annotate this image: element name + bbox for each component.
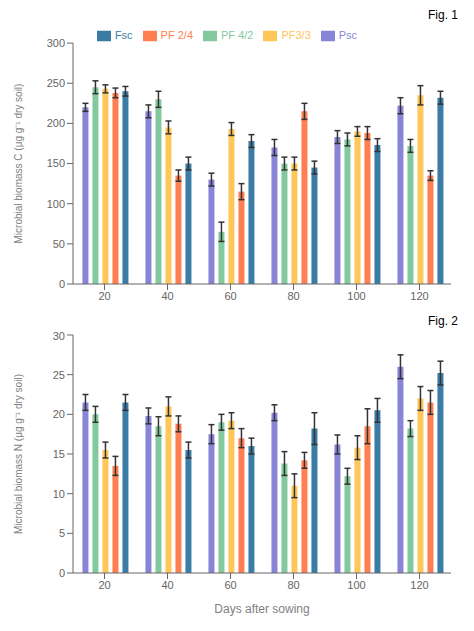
- html-text:Fig. 2: Fig. 2: [428, 314, 458, 328]
- svg-text:60: 60: [224, 290, 236, 302]
- svg-text:50: 50: [53, 238, 65, 250]
- svg-text:300: 300: [47, 37, 65, 49]
- svg-text:100: 100: [347, 579, 365, 591]
- svg-text:0: 0: [59, 567, 65, 579]
- svg-text:100: 100: [347, 290, 365, 302]
- html-text:PF 2/4: PF 2/4: [160, 29, 193, 41]
- svg-text:250: 250: [47, 77, 65, 89]
- svg-text:20: 20: [98, 290, 110, 302]
- html-text:PF 4/2: PF 4/2: [221, 29, 254, 41]
- svg-text:40: 40: [161, 579, 173, 591]
- svg-text:20: 20: [98, 579, 110, 591]
- html-text:Fig. 1: Fig. 1: [428, 8, 458, 22]
- svg-text:60: 60: [224, 579, 236, 591]
- html-text:PF3/3: PF3/3: [281, 29, 311, 41]
- svg-text:200: 200: [47, 117, 65, 129]
- svg-text:30: 30: [53, 330, 65, 342]
- svg-text:10: 10: [53, 488, 65, 500]
- html-text:Fsc: Fsc: [114, 29, 133, 41]
- svg-text:5: 5: [59, 527, 65, 539]
- svg-text:0: 0: [59, 278, 65, 290]
- svg-text:80: 80: [287, 579, 299, 591]
- svg-text:Days after sowing: Days after sowing: [214, 602, 309, 616]
- html-text:Psc: Psc: [338, 29, 358, 41]
- svg-text:150: 150: [47, 157, 65, 169]
- svg-text:20: 20: [53, 408, 65, 420]
- svg-text:40: 40: [161, 290, 173, 302]
- svg-text:Microbial biomass C (μg g⁻¹ dr: Microbial biomass C (μg g⁻¹ dry soil): [13, 84, 24, 244]
- svg-text:25: 25: [53, 369, 65, 381]
- svg-text:Microbial biomass N (μg g⁻¹ dr: Microbial biomass N (μg g⁻¹ dry soil): [13, 374, 24, 534]
- svg-text:15: 15: [53, 448, 65, 460]
- svg-text:120: 120: [410, 290, 428, 302]
- svg-text:100: 100: [47, 198, 65, 210]
- svg-text:80: 80: [287, 290, 299, 302]
- svg-text:120: 120: [410, 579, 428, 591]
